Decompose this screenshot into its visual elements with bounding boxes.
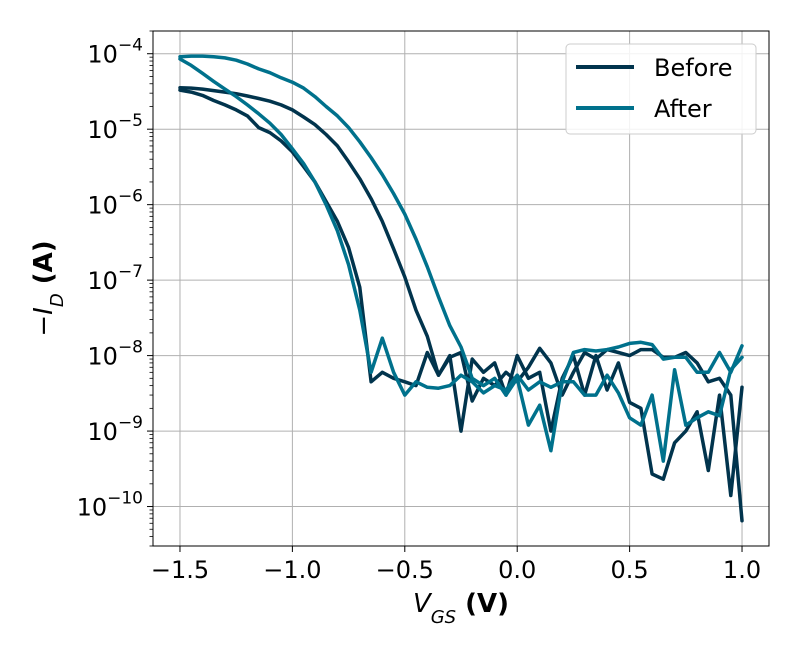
y-tick-exponent: −4 (118, 36, 143, 56)
series-line-before-forward (178, 88, 744, 523)
series-layer (178, 54, 744, 523)
y-axis-label-minus: − (29, 315, 59, 337)
y-tick-label: 10−4 (87, 36, 143, 69)
y-tick-label: 10−7 (87, 262, 143, 295)
x-tick-label: −1.0 (263, 556, 321, 584)
x-tick-label: −0.5 (376, 556, 434, 584)
x-tick-label: −1.5 (151, 556, 209, 584)
y-tick-base: 10 (87, 192, 118, 220)
y-axis-label: −ID (A) (29, 240, 68, 336)
legend-label-after: After (654, 95, 712, 123)
y-axis-label-unit: (A) (29, 240, 59, 293)
series-line-before-reverse (178, 85, 744, 498)
x-axis-label-subscript: GS (431, 607, 456, 628)
x-axis-label-unit: (V) (456, 589, 509, 619)
legend: Before After (565, 43, 757, 135)
plot-frame (152, 30, 770, 547)
y-tick-exponent: −6 (118, 187, 143, 207)
y-tick-base: 10 (87, 41, 118, 69)
y-tick-base: 10 (87, 418, 118, 446)
y-tick-exponent: −10 (107, 489, 143, 509)
x-axis-label: VGS (V) (413, 589, 509, 628)
y-tick-base: 10 (87, 116, 118, 144)
y-tick-base: 10 (77, 494, 108, 522)
y-tick-label: 10−9 (87, 413, 143, 446)
y-axis-label-symbol: I (29, 307, 59, 315)
y-tick-exponent: −8 (118, 338, 143, 358)
x-tick-label: 0.5 (611, 556, 649, 584)
y-tick-label: 10−10 (77, 489, 143, 522)
axis-ticks: −1.5 −1.0 −0.5 0.0 0.5 1.010−410−510−610−710−… (77, 30, 761, 584)
y-tick-label: 10−5 (87, 111, 143, 144)
y-axis-label-subscript: D (47, 293, 68, 307)
legend-label-before: Before (654, 54, 732, 82)
y-tick-label: 10−8 (87, 338, 143, 371)
y-tick-exponent: −7 (118, 262, 143, 282)
x-tick-label: 0.0 (498, 556, 536, 584)
y-tick-exponent: −5 (118, 111, 143, 131)
x-tick-label: 1.0 (723, 556, 761, 584)
series-line-after-reverse (178, 54, 744, 453)
x-axis-label-symbol: V (413, 589, 433, 619)
series-line-after-forward (178, 57, 744, 463)
y-tick-base: 10 (87, 343, 118, 371)
y-tick-base: 10 (87, 267, 118, 295)
y-tick-label: 10−6 (87, 187, 143, 220)
y-tick-exponent: −9 (118, 413, 143, 433)
